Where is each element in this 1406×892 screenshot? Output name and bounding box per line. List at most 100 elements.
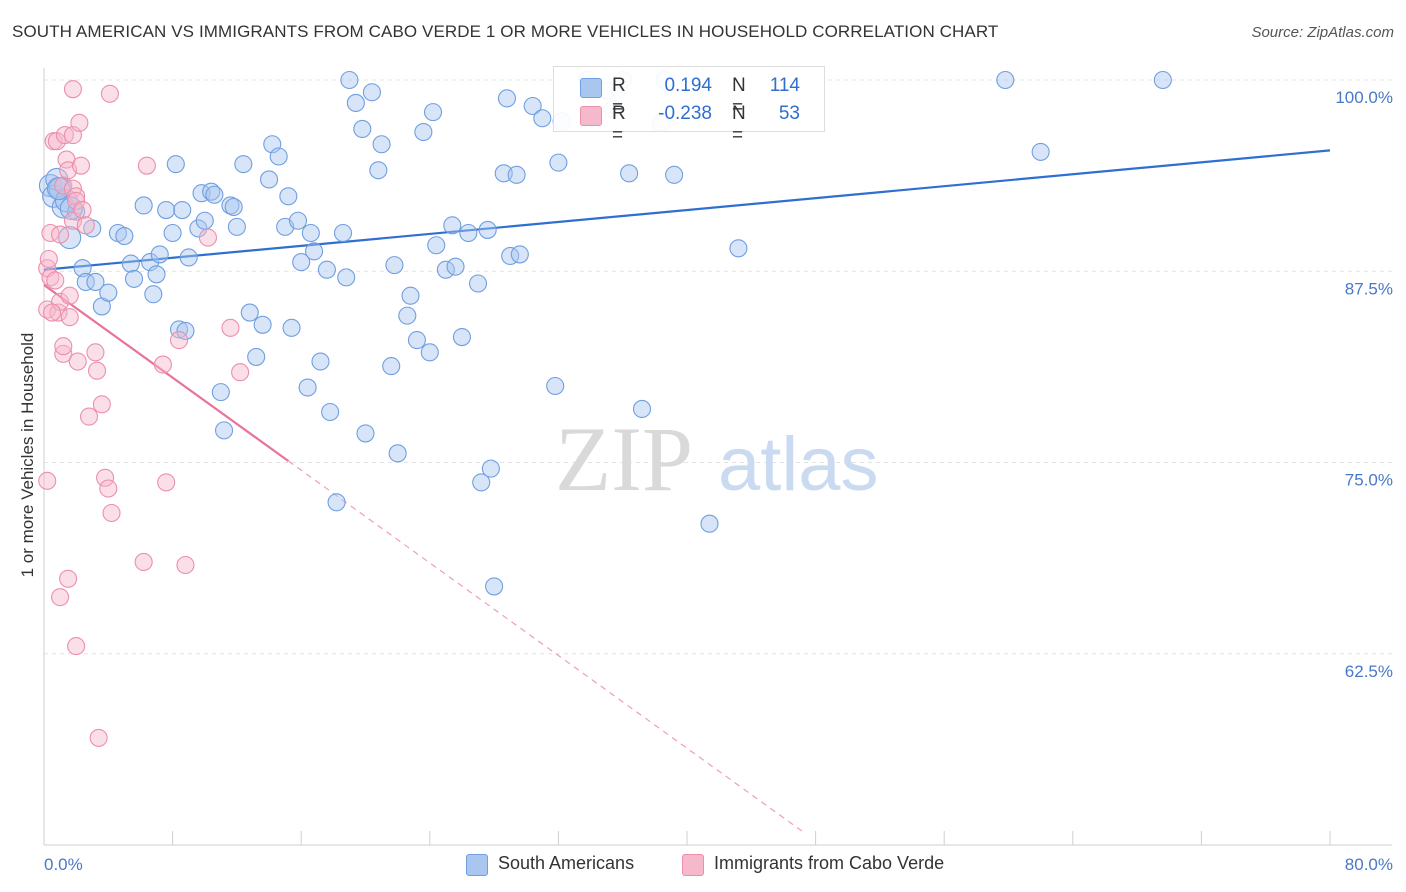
point-cabo-verde	[198, 228, 218, 247]
point-cabo-verde	[79, 407, 99, 426]
grid-lines	[44, 79, 1392, 655]
point-south-americans	[388, 444, 407, 463]
point-south-americans	[333, 223, 353, 243]
tick-labels: 62.5% 75.0% 87.5% 100.0% 0.0% 80.0%	[44, 88, 1393, 874]
legend-n-label: N =	[732, 75, 746, 118]
point-cabo-verde	[41, 268, 60, 287]
point-south-americans	[996, 70, 1015, 90]
point-south-americans	[227, 217, 246, 236]
point-south-americans	[147, 265, 166, 284]
point-cabo-verde	[231, 363, 250, 382]
point-cabo-verde	[102, 503, 121, 523]
legend-r-label: R =	[612, 75, 626, 118]
point-south-americans	[163, 223, 182, 243]
point-south-americans	[546, 376, 565, 396]
point-south-americans	[144, 285, 163, 304]
point-south-americans	[234, 155, 253, 174]
point-south-americans	[311, 352, 330, 371]
point-south-americans	[211, 383, 230, 402]
point-south-americans	[549, 153, 568, 172]
point-south-americans	[173, 201, 192, 220]
point-south-americans	[99, 283, 118, 302]
point-south-americans	[398, 306, 417, 325]
point-cabo-verde	[92, 395, 111, 414]
legend-label: Immigrants from Cabo Verde	[714, 853, 945, 873]
point-south-americans	[337, 268, 356, 287]
x-tick-label-min: 0.0%	[44, 855, 83, 874]
point-south-americans	[485, 577, 504, 596]
point-south-americans	[340, 70, 359, 90]
chart-title: SOUTH AMERICAN VS IMMIGRANTS FROM CABO V…	[12, 22, 999, 41]
point-south-americans	[221, 196, 240, 215]
correlation-legend: R = 0.194 N = 114 R = -0.238 N = 53	[553, 66, 825, 146]
series-legend: South Americans Immigrants from Cabo Ver…	[0, 852, 1406, 878]
watermark-atlas: atlas	[718, 422, 879, 507]
legend-n-value: 114	[769, 75, 800, 96]
point-south-americans	[510, 245, 529, 264]
point-south-americans	[436, 260, 455, 279]
point-cabo-verde	[38, 471, 57, 490]
legend-n-value: 53	[778, 103, 800, 124]
point-cabo-verde	[169, 331, 189, 350]
point-south-americans	[1153, 70, 1172, 90]
point-south-americans	[362, 83, 381, 102]
point-cabo-verde	[59, 569, 78, 588]
legend-swatch-blue	[466, 854, 488, 876]
point-cabo-verde	[96, 468, 115, 487]
point-south-americans	[327, 493, 346, 512]
point-cabo-verde	[153, 355, 173, 374]
point-south-americans	[443, 216, 462, 235]
point-south-americans	[369, 161, 388, 180]
point-south-americans	[298, 378, 317, 397]
point-south-americans	[288, 211, 308, 230]
point-cabo-verde	[42, 303, 62, 322]
point-south-americans	[124, 269, 144, 288]
point-south-americans	[279, 187, 298, 206]
point-south-americans	[247, 347, 266, 366]
point-south-americans	[385, 256, 404, 275]
point-cabo-verde	[54, 344, 73, 363]
point-cabo-verde	[73, 201, 92, 220]
point-cabo-verde	[68, 352, 87, 371]
point-south-americans	[224, 197, 243, 217]
point-south-americans	[214, 421, 234, 440]
point-south-americans	[176, 321, 195, 340]
point-south-americans	[501, 246, 520, 265]
point-south-americans	[481, 459, 500, 478]
point-south-americans	[523, 96, 542, 116]
point-cabo-verde	[67, 637, 86, 656]
point-south-americans	[427, 236, 446, 255]
point-south-americans	[401, 286, 420, 305]
point-south-americans	[372, 135, 391, 154]
point-south-americans	[195, 211, 214, 230]
point-cabo-verde	[157, 473, 176, 492]
point-south-americans	[317, 260, 336, 279]
point-south-americans	[282, 318, 301, 337]
point-cabo-verde	[54, 337, 73, 356]
point-south-americans	[305, 242, 324, 261]
point-south-americans	[202, 182, 221, 201]
legend-label: South Americans	[498, 853, 635, 873]
point-south-americans	[301, 223, 320, 243]
point-south-americans	[58, 226, 82, 250]
point-south-americans	[121, 254, 140, 273]
point-south-americans	[169, 320, 189, 339]
point-cabo-verde	[60, 308, 79, 327]
point-south-americans	[423, 103, 443, 122]
y-tick-label: 87.5%	[1345, 279, 1393, 298]
point-south-americans	[729, 239, 748, 258]
point-south-americans	[189, 219, 208, 238]
point-cabo-verde	[71, 156, 91, 175]
legend-swatch-blue	[580, 78, 602, 98]
point-cabo-verde	[86, 343, 105, 362]
axes	[43, 68, 1392, 846]
point-south-americans	[134, 196, 153, 215]
point-cabo-verde	[176, 555, 195, 575]
point-south-americans	[150, 245, 169, 264]
point-cabo-verde	[221, 318, 240, 337]
legend-n-label: N =	[732, 103, 746, 146]
point-south-americans	[115, 227, 134, 246]
point-south-americans	[86, 272, 105, 292]
y-tick-label: 100.0%	[1335, 88, 1393, 107]
